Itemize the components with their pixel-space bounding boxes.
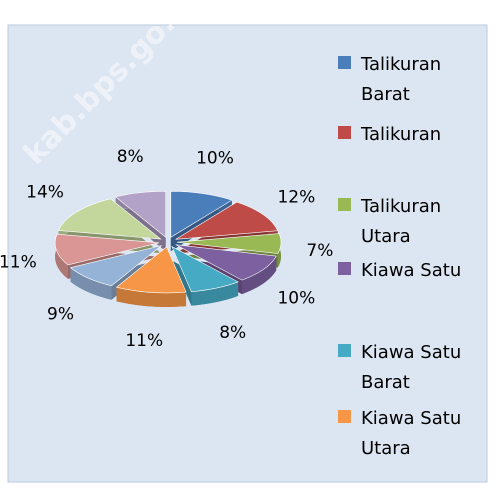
legend-label: Talikuran Barat <box>361 54 442 105</box>
slice <box>176 233 282 254</box>
legend-swatch <box>338 126 351 139</box>
slice-side <box>116 287 187 307</box>
legend-swatch <box>338 198 351 211</box>
legend-item: Talikuran Barat <box>338 50 468 110</box>
data-label: 11% <box>0 253 37 273</box>
slice <box>114 190 167 238</box>
legend-label: Talikuran <box>361 124 442 145</box>
legend-swatch <box>338 344 351 357</box>
data-label: 14% <box>26 183 64 203</box>
data-label: 11% <box>125 331 163 351</box>
legend-swatch <box>338 410 351 423</box>
data-label: 9% <box>47 304 74 324</box>
legend-label: Talikuran Utara <box>361 196 442 247</box>
legend-item: Kiawa Satu Utara <box>338 404 468 464</box>
slice-side <box>55 234 68 279</box>
data-label: 8% <box>219 323 246 343</box>
slice <box>69 245 162 287</box>
legend-swatch <box>338 262 351 275</box>
slice <box>175 244 277 281</box>
slice <box>171 245 239 292</box>
legend-item: Kiawa Satu Barat <box>338 338 468 398</box>
slice-side <box>191 281 239 306</box>
slice <box>58 198 162 240</box>
legend-swatch <box>338 56 351 69</box>
slice <box>115 246 187 294</box>
slice-side <box>70 267 112 300</box>
legend-label: Kiawa Satu Barat <box>361 342 462 393</box>
slice <box>54 233 160 266</box>
data-label: 10% <box>277 288 315 308</box>
data-label: 7% <box>306 241 333 261</box>
legend-label: Kiawa Satu <box>361 260 462 281</box>
legend-label: Kiawa Satu Utara <box>361 408 462 459</box>
legend-item: Talikuran <box>338 120 468 150</box>
slice <box>175 201 279 240</box>
data-label: 10% <box>196 149 234 169</box>
slice-side <box>241 256 277 295</box>
data-label: 8% <box>117 147 144 167</box>
slice <box>170 190 233 238</box>
data-label: 12% <box>277 188 315 208</box>
legend-item: Talikuran Utara <box>338 192 468 252</box>
legend-item: Kiawa Satu <box>338 256 468 286</box>
